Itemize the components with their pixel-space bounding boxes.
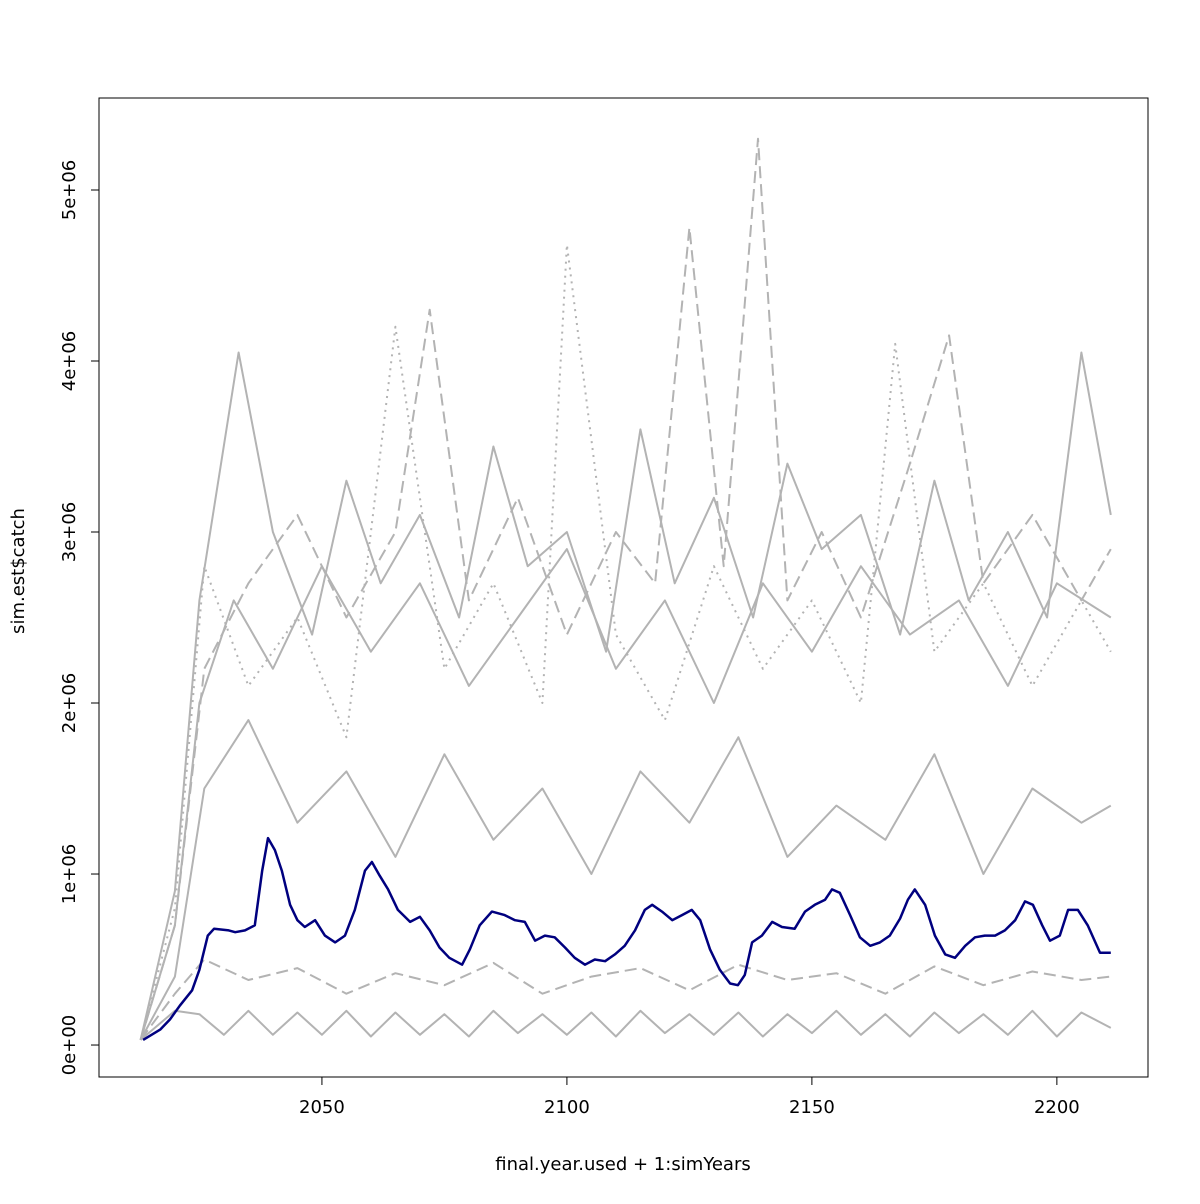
series-line (142, 836, 1111, 1041)
x-tick-label: 2150 (789, 1097, 835, 1118)
series-line (139, 1009, 1112, 1041)
x-tick-label: 2100 (544, 1097, 590, 1118)
plot-frame (98, 97, 1149, 1078)
series-line (139, 548, 1112, 1041)
series-line (139, 137, 1112, 1041)
series-line (139, 351, 1112, 1041)
x-axis-label: final.year.used + 1:simYears (495, 1154, 750, 1175)
series-line (139, 958, 1111, 1041)
y-tick-label: 5e+06 (59, 160, 80, 221)
y-tick-label: 1e+06 (59, 844, 80, 905)
series-line (139, 719, 1112, 1041)
x-tick-label: 2050 (299, 1097, 345, 1118)
x-tick-label: 2200 (1034, 1097, 1080, 1118)
y-tick-label: 4e+06 (59, 331, 80, 392)
y-tick-label: 2e+06 (59, 673, 80, 734)
y-tick-label: 0e+00 (59, 1015, 80, 1076)
y-tick-label: 3e+06 (59, 502, 80, 563)
y-axis-label: sim.est$catch (8, 508, 29, 634)
